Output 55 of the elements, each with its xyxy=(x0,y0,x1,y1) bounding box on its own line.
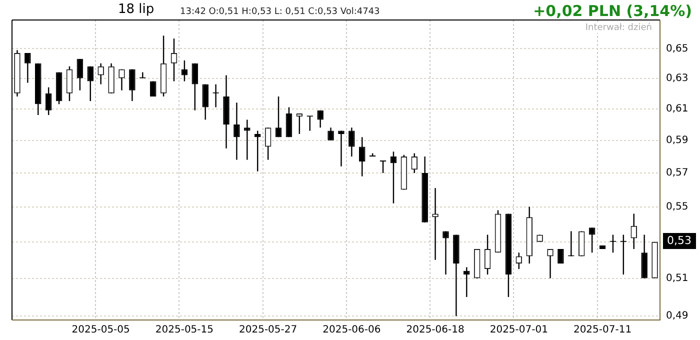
candlestick xyxy=(432,187,438,260)
candlestick xyxy=(547,248,554,279)
candlestick xyxy=(358,136,366,177)
candlestick xyxy=(558,248,564,264)
candlestick xyxy=(150,80,156,98)
candlestick xyxy=(24,52,31,84)
x-tick-label: 2025-05-15 xyxy=(155,324,214,336)
candlestick xyxy=(328,127,334,141)
y-tick-label: 0,59 xyxy=(666,134,688,146)
candlestick xyxy=(202,84,208,120)
y-tick-label: 0,57 xyxy=(666,168,688,179)
text: 13:42 O:0,51 H:0,53 L: 0,51 C:0,53 Vol:4743 xyxy=(180,7,380,17)
x-tick-label: 2025-07-11 xyxy=(573,324,632,336)
candlestick xyxy=(45,86,52,116)
candlestick xyxy=(66,66,73,102)
x-tick-label: 2025-06-18 xyxy=(406,324,464,336)
y-tick-label: 0,65 xyxy=(666,43,688,54)
candlestick xyxy=(170,38,178,82)
candlestick xyxy=(181,60,188,82)
candlestick xyxy=(244,119,250,160)
candlestick xyxy=(275,96,282,138)
candlestick xyxy=(348,127,355,158)
annotation: Interwał: dzień xyxy=(585,23,652,33)
candlestick xyxy=(484,234,491,276)
x-tick-label: 2025-05-27 xyxy=(239,324,298,336)
candlestick xyxy=(98,62,104,85)
text: 0,53 xyxy=(663,233,696,249)
candlestick xyxy=(390,151,397,204)
candlestick xyxy=(588,227,596,254)
candlestick xyxy=(234,102,240,160)
y-tick-label: 0,55 xyxy=(666,201,688,212)
candlestick xyxy=(286,106,292,138)
candlestick xyxy=(641,234,648,279)
candlestick xyxy=(129,68,136,102)
x-tick-label: 2025-05-05 xyxy=(72,324,130,336)
text: +0,02 PLN (3,14%) xyxy=(533,2,692,20)
candlestick xyxy=(380,160,386,174)
x-tick-label: 2025-07-01 xyxy=(490,324,548,336)
candlestick xyxy=(264,127,272,160)
candlestick xyxy=(118,68,125,91)
text: 18 lip xyxy=(118,2,154,17)
candlestick xyxy=(87,66,94,102)
x-tick-label: 2025-06-06 xyxy=(322,324,381,336)
candlestick xyxy=(630,213,638,250)
candlestick xyxy=(411,152,418,174)
candlestick xyxy=(464,266,470,298)
y-tick-label: 0,63 xyxy=(666,72,688,84)
y-tick-label: 0,51 xyxy=(666,272,688,284)
candlestick xyxy=(317,110,324,128)
candlestick xyxy=(442,230,449,276)
candlestick xyxy=(338,130,344,167)
y-tick-label: 0,61 xyxy=(666,103,688,114)
y-tick-label: 0,49 xyxy=(666,310,688,322)
candlestick xyxy=(192,62,198,111)
candlestick xyxy=(76,58,84,91)
